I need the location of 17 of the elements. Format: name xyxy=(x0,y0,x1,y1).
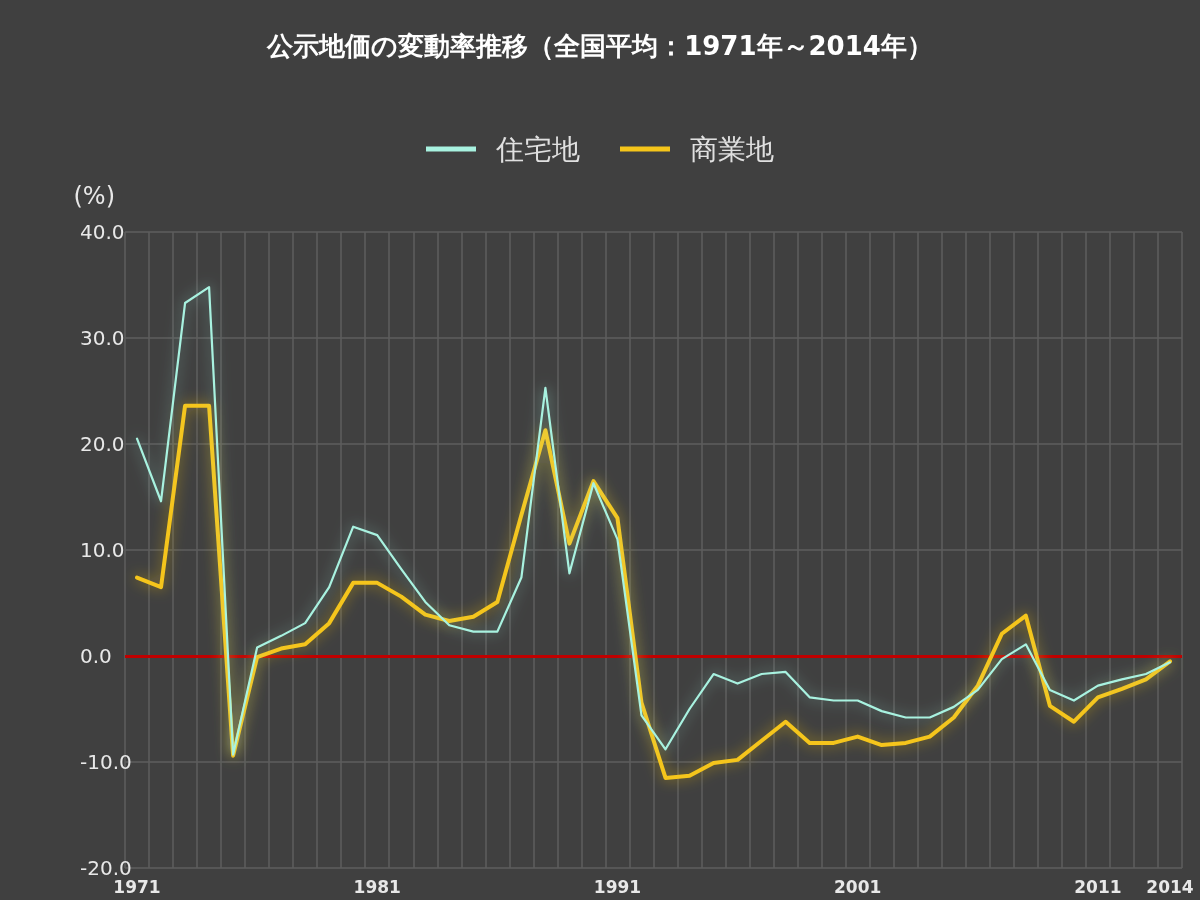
chart-title: 公示地価の変動率推移（全国平均：1971年～2014年） xyxy=(266,31,933,61)
line-series xyxy=(135,286,1172,756)
line-series xyxy=(135,403,1172,780)
x-tick-label: 2014 xyxy=(1146,876,1194,897)
x-tick-label: 1991 xyxy=(593,876,642,897)
y-tick-label: 10.0 xyxy=(80,538,125,562)
y-tick-label: 20.0 xyxy=(80,432,125,456)
y-tick-label: 30.0 xyxy=(80,326,125,350)
legend-label: 住宅地 xyxy=(495,132,580,166)
x-tick-label: 1981 xyxy=(353,876,401,897)
x-tick-label: 2011 xyxy=(1074,876,1122,897)
y-tick-label: -10.0 xyxy=(80,750,132,774)
y-tick-label: 40.0 xyxy=(80,220,125,244)
legend-label: 商業地 xyxy=(690,132,774,166)
y-tick-label: 0.0 xyxy=(80,644,112,668)
y-axis-title: (%) xyxy=(73,182,115,210)
x-tick-label: 2001 xyxy=(834,876,882,897)
